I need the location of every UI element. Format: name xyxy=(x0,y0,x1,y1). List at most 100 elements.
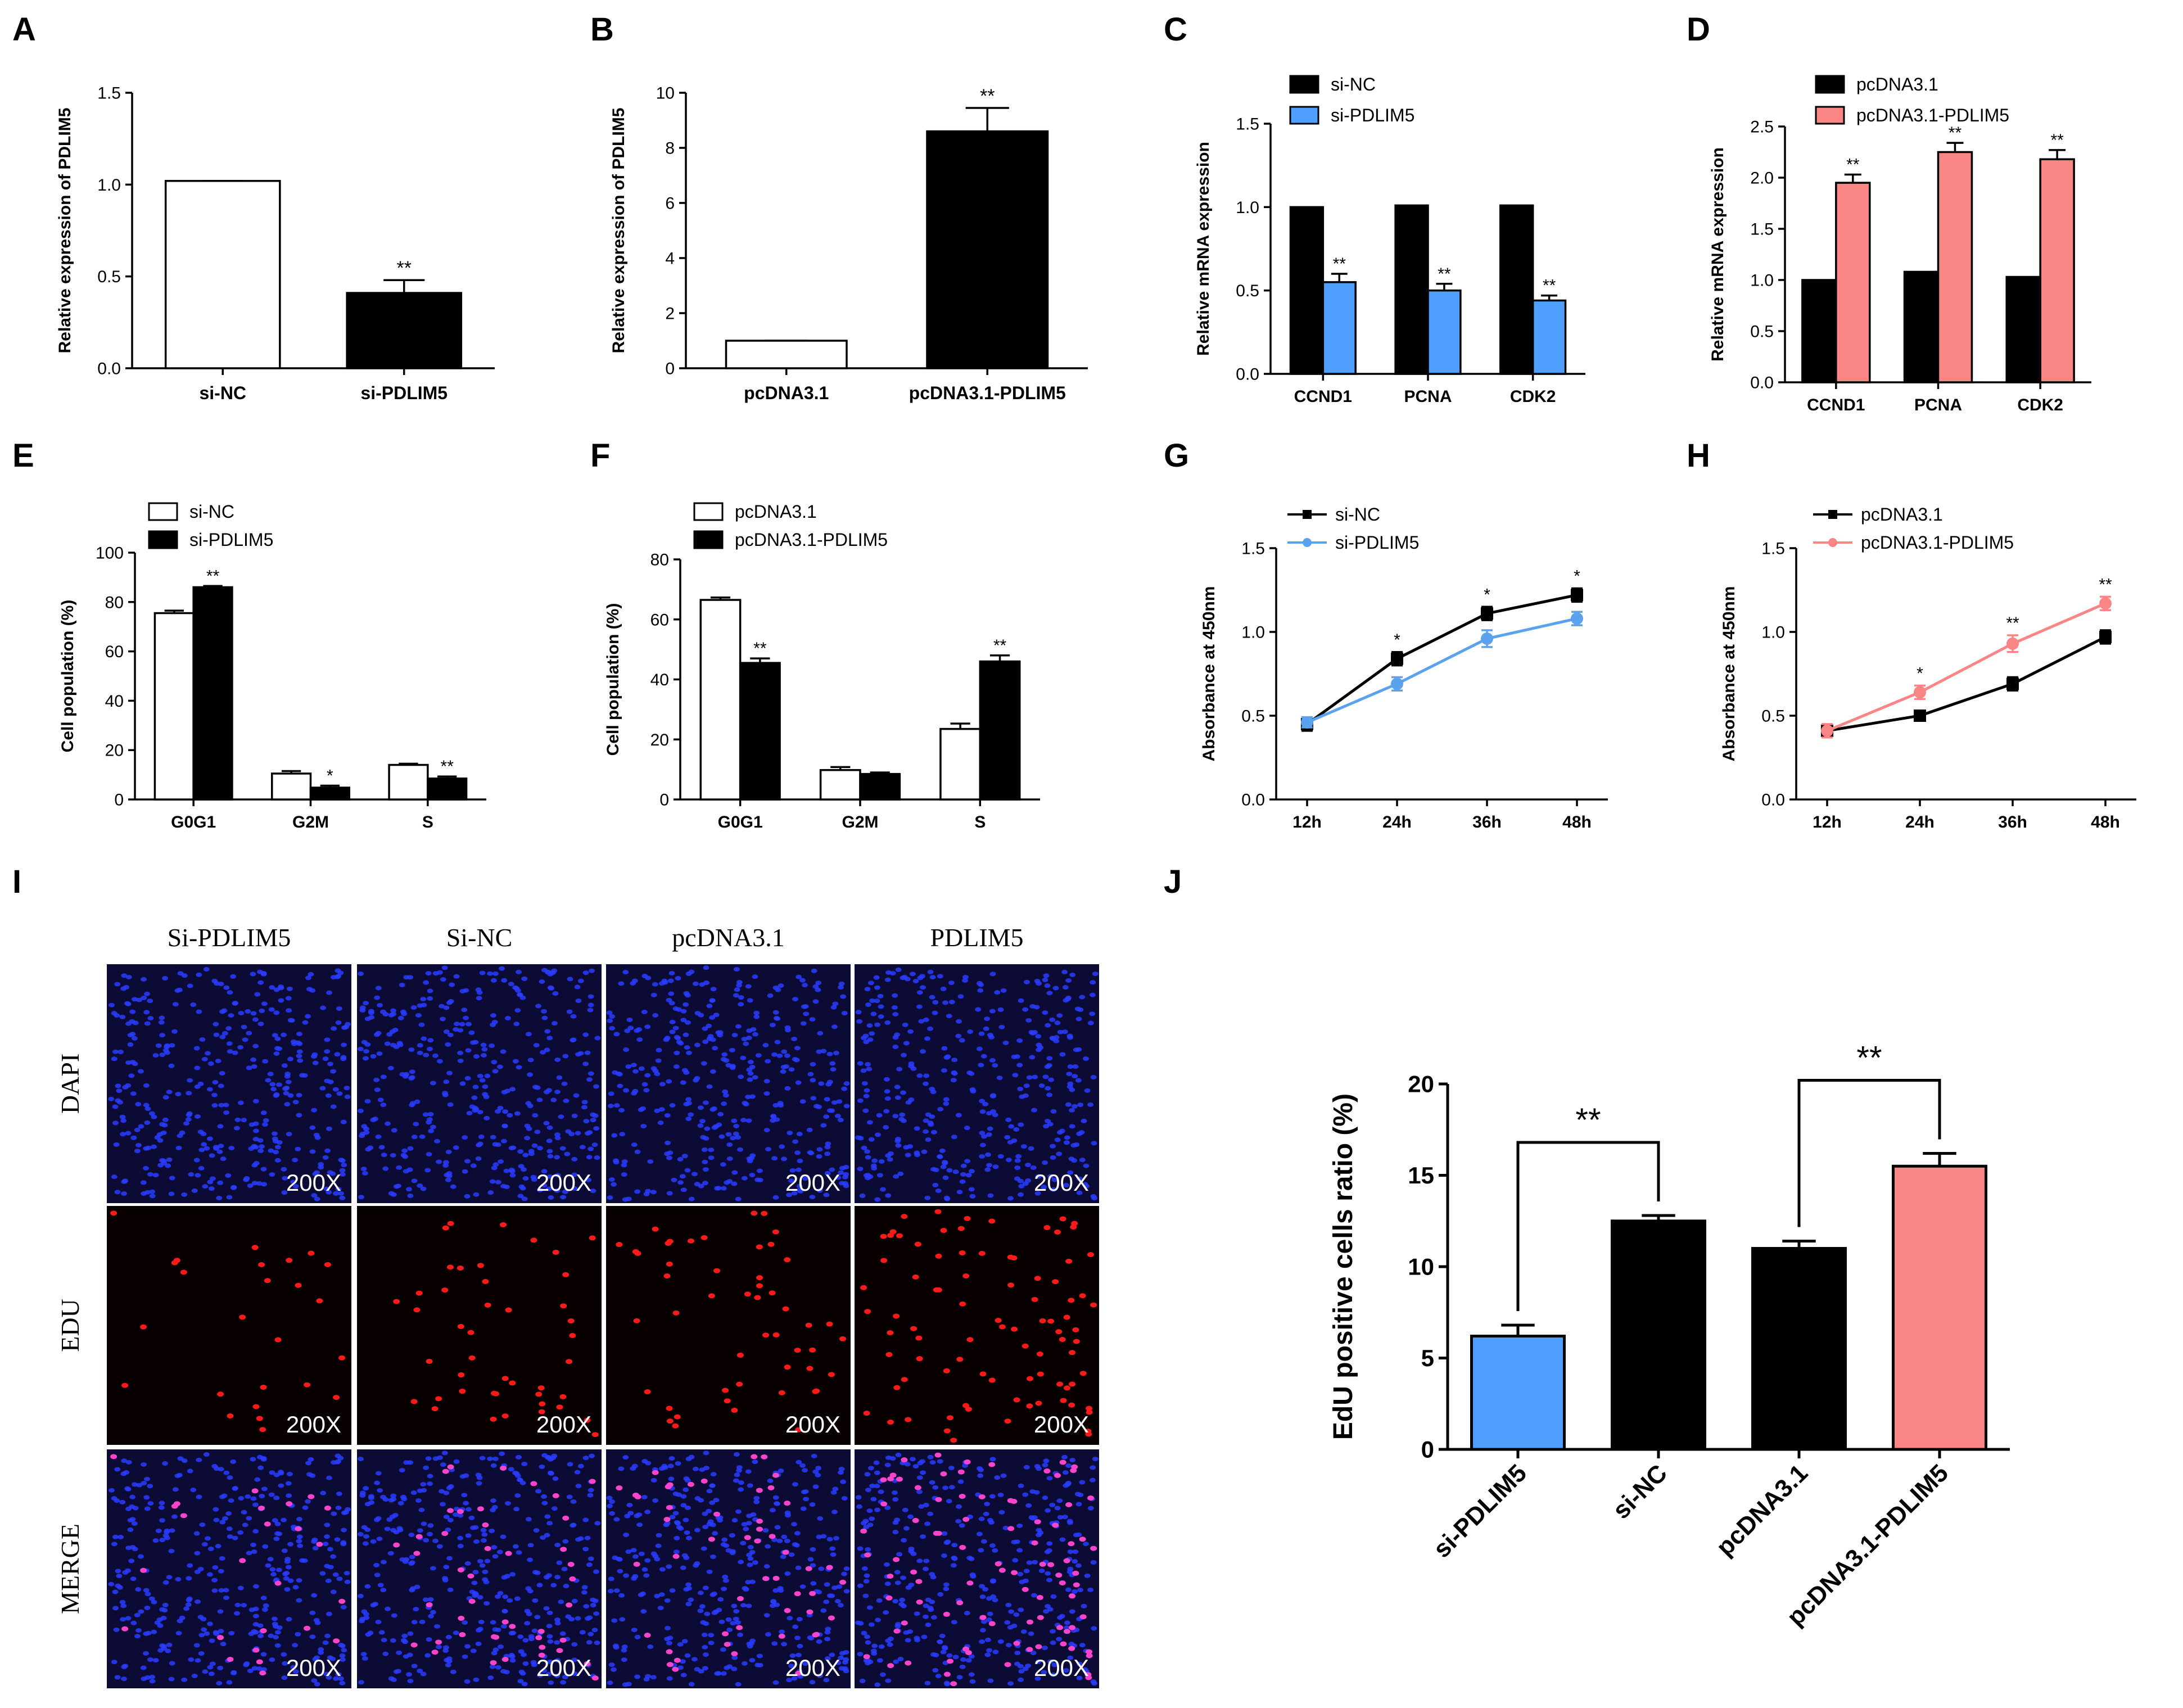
chart-b-y-tick-label: 0 xyxy=(665,360,675,378)
micro-nucleus xyxy=(449,982,455,987)
micro-nucleus xyxy=(296,1517,302,1522)
micro-edu-nucleus xyxy=(916,1599,923,1605)
micro-nucleus xyxy=(720,1542,727,1547)
micro-nucleus xyxy=(181,1677,188,1682)
micro-nucleus xyxy=(565,1614,572,1619)
micro-nucleus xyxy=(501,1608,508,1614)
micro-edu-nucleus xyxy=(1013,1641,1020,1646)
micro-edu-nucleus xyxy=(239,1314,246,1320)
micro-nucleus xyxy=(120,1118,127,1123)
micro-nucleus xyxy=(492,1162,499,1167)
micro-nucleus xyxy=(738,1560,744,1565)
micro-nucleus xyxy=(499,1451,505,1456)
micro-nucleus xyxy=(571,1113,578,1118)
micro-nucleus xyxy=(242,1522,248,1528)
micro-edu-nucleus xyxy=(426,1358,433,1364)
micro-nucleus xyxy=(700,1620,707,1625)
micro-nucleus xyxy=(731,1170,738,1175)
micro-nucleus xyxy=(401,1148,408,1153)
micro-nucleus xyxy=(887,1151,894,1156)
micro-nucleus xyxy=(546,1186,553,1191)
micro-nucleus xyxy=(441,1451,448,1456)
micro-nucleus xyxy=(674,1535,680,1540)
micro-nucleus xyxy=(156,1132,163,1137)
micro-nucleus xyxy=(453,1027,459,1032)
micro-nucleus xyxy=(892,1530,899,1535)
chart-h-significance: * xyxy=(1917,664,1923,683)
micro-nucleus xyxy=(256,1666,263,1671)
micro-nucleus xyxy=(516,1454,522,1460)
micro-nucleus xyxy=(430,1566,436,1571)
micro-nucleus xyxy=(587,1493,594,1498)
micro-nucleus xyxy=(1077,1007,1084,1012)
micro-nucleus xyxy=(138,1609,144,1614)
micro-nucleus xyxy=(385,1121,391,1126)
micro-nucleus xyxy=(1077,1588,1084,1593)
micro-nucleus xyxy=(1050,1594,1057,1599)
micro-edu-nucleus xyxy=(978,1494,986,1499)
micro-nucleus xyxy=(327,1655,333,1660)
chart-f-legend-swatch xyxy=(693,502,724,521)
micro-nucleus xyxy=(334,1460,341,1465)
micro-nucleus xyxy=(838,1666,845,1671)
micro-nucleus xyxy=(697,1590,704,1596)
micro-nucleus xyxy=(612,1158,619,1163)
micro-nucleus xyxy=(292,1669,299,1674)
micro-nucleus xyxy=(709,1483,716,1488)
micro-nucleus xyxy=(899,1597,906,1602)
micro-nucleus xyxy=(666,1676,673,1681)
micro-edu-nucleus xyxy=(880,1258,888,1263)
micro-nucleus xyxy=(720,1162,726,1167)
micro-edu-nucleus xyxy=(459,1389,466,1394)
micro-nucleus xyxy=(922,1081,929,1086)
micro-edu-nucleus xyxy=(316,1298,323,1304)
micro-nucleus xyxy=(245,1009,251,1014)
micro-nucleus xyxy=(374,1573,381,1578)
micro-nucleus xyxy=(176,1472,183,1477)
micro-nucleus xyxy=(1022,1181,1029,1186)
micro-nucleus xyxy=(122,1570,129,1575)
micro-nucleus xyxy=(524,1608,531,1614)
micro-nucleus xyxy=(406,1167,413,1172)
micro-edu-nucleus xyxy=(569,1576,576,1582)
micro-edu-nucleus xyxy=(447,1264,454,1270)
micro-tile-background xyxy=(855,964,1099,1203)
micro-edu-nucleus xyxy=(393,1299,400,1304)
micro-nucleus xyxy=(497,1105,504,1110)
micro-nucleus xyxy=(152,1538,159,1543)
micro-nucleus xyxy=(638,1551,645,1556)
micro-nucleus xyxy=(902,1022,909,1027)
micro-nucleus xyxy=(795,1167,802,1172)
micro-nucleus xyxy=(1034,1676,1041,1681)
micro-nucleus xyxy=(618,1593,625,1598)
micro-nucleus xyxy=(228,1498,234,1503)
micro-nucleus xyxy=(713,1013,720,1018)
micro-nucleus xyxy=(937,1639,943,1644)
micro-nucleus xyxy=(1050,1672,1057,1677)
micro-nucleus xyxy=(1038,1569,1045,1574)
micro-nucleus xyxy=(838,981,845,986)
micro-nucleus xyxy=(445,1634,452,1639)
micro-nucleus xyxy=(218,1588,225,1593)
micro-nucleus xyxy=(1002,1040,1009,1045)
micro-nucleus xyxy=(1083,1163,1090,1168)
micro-nucleus xyxy=(477,1110,483,1115)
micro-nucleus xyxy=(171,1029,178,1034)
micro-nucleus xyxy=(1018,1122,1024,1127)
micro-nucleus xyxy=(233,1611,240,1616)
micro-edu-nucleus xyxy=(500,1465,507,1471)
micro-nucleus xyxy=(324,1049,331,1054)
micro-nucleus xyxy=(1063,1483,1069,1488)
micro-edu-nucleus xyxy=(1068,1646,1075,1651)
micro-nucleus xyxy=(340,1172,346,1177)
panel-letter-i: I xyxy=(12,864,21,900)
micro-nucleus xyxy=(324,1633,331,1638)
micro-nucleus xyxy=(1018,998,1024,1003)
micro-nucleus xyxy=(1050,1640,1056,1645)
micro-nucleus xyxy=(275,1082,282,1087)
micro-nucleus xyxy=(138,1124,144,1129)
micro-nucleus xyxy=(594,1155,600,1160)
micro-nucleus xyxy=(428,1614,435,1619)
chart-e-significance: ** xyxy=(206,567,220,585)
micro-nucleus xyxy=(335,1020,342,1025)
